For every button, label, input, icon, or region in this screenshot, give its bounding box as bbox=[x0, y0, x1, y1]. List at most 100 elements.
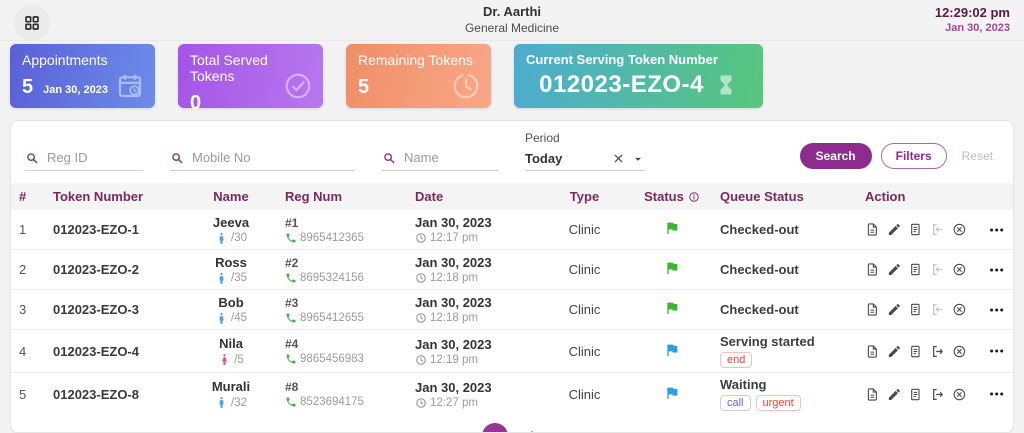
clear-icon[interactable] bbox=[612, 152, 625, 165]
status-flag-icon bbox=[664, 260, 680, 276]
visit-date: Jan 30, 2023 bbox=[415, 379, 492, 395]
more-options-icon[interactable] bbox=[988, 220, 1005, 240]
current-date: Jan 30, 2023 bbox=[945, 22, 1010, 34]
edit-icon[interactable] bbox=[887, 221, 902, 238]
patient-name: Nila bbox=[219, 336, 243, 351]
reg-num: #2 bbox=[285, 255, 299, 270]
search-icon bbox=[170, 151, 184, 165]
reset-button[interactable]: Reset bbox=[956, 148, 999, 164]
patient-age: /32 bbox=[231, 396, 247, 409]
phone-icon bbox=[285, 232, 297, 244]
cancel-icon[interactable] bbox=[952, 343, 967, 360]
top-bar: Dr. Aarthi General Medicine 12:29:02 pm … bbox=[0, 0, 1024, 41]
notes-icon[interactable] bbox=[908, 343, 923, 360]
search-button[interactable]: Search bbox=[799, 143, 872, 169]
visit-time: 12:27 pm bbox=[430, 396, 478, 409]
queue-status: Checked-out bbox=[720, 302, 799, 317]
edit-icon[interactable] bbox=[887, 386, 902, 403]
visit-date: Jan 30, 2023 bbox=[415, 336, 492, 352]
total-served-label: Total Served Tokens bbox=[190, 52, 268, 84]
female-icon bbox=[218, 353, 231, 366]
cancel-icon[interactable] bbox=[952, 261, 967, 278]
period-select[interactable]: Today bbox=[525, 151, 645, 171]
visit-date: Jan 30, 2023 bbox=[415, 255, 492, 270]
more-options-icon[interactable] bbox=[988, 341, 1005, 361]
token-number: 012023-EZO-2 bbox=[45, 249, 185, 290]
more-options-icon[interactable] bbox=[988, 300, 1005, 320]
edit-icon[interactable] bbox=[887, 343, 902, 360]
check-in-icon[interactable] bbox=[930, 261, 945, 278]
period-filter: Period Today bbox=[525, 131, 645, 171]
phone-icon bbox=[285, 353, 297, 365]
report-icon[interactable] bbox=[865, 261, 880, 278]
notes-icon[interactable] bbox=[908, 221, 923, 238]
visit-type: Clinic bbox=[537, 329, 632, 373]
cancel-icon[interactable] bbox=[952, 386, 967, 403]
remaining-tokens-label: Remaining Tokens bbox=[358, 52, 473, 68]
table-row: 1 012023-EZO-1 Jeeva /30 #1 8965412365 J… bbox=[11, 210, 1013, 250]
col-reg: Reg Num bbox=[277, 183, 407, 210]
search-icon bbox=[25, 151, 39, 165]
notes-icon[interactable] bbox=[908, 261, 923, 278]
table-row: 5 012023-EZO-8 Murali /32 #8 8523694175 … bbox=[11, 372, 1013, 415]
page-1-button[interactable]: 1 bbox=[482, 423, 508, 432]
visit-type: Clinic bbox=[537, 289, 632, 330]
row-index: 3 bbox=[11, 289, 45, 330]
cancel-icon[interactable] bbox=[952, 301, 967, 318]
col-date: Date bbox=[407, 183, 537, 210]
report-icon[interactable] bbox=[865, 343, 880, 360]
apps-grid-icon bbox=[23, 14, 41, 32]
visit-type: Clinic bbox=[537, 372, 632, 415]
reg-num: #8 bbox=[285, 380, 299, 394]
patient-age: /30 bbox=[231, 232, 247, 244]
visit-time: 12:18 pm bbox=[430, 312, 478, 324]
check-out-icon[interactable] bbox=[930, 386, 945, 403]
notes-icon[interactable] bbox=[908, 301, 923, 318]
urgent-badge[interactable]: urgent bbox=[755, 395, 801, 411]
end-badge[interactable]: end bbox=[720, 352, 753, 368]
table-row: 3 012023-EZO-3 Bob /45 #3 8965412655 Jan… bbox=[11, 289, 1013, 330]
edit-icon[interactable] bbox=[887, 261, 902, 278]
visit-date: Jan 30, 2023 bbox=[415, 215, 492, 230]
time-icon bbox=[415, 312, 427, 324]
check-out-icon[interactable] bbox=[930, 343, 945, 360]
report-icon[interactable] bbox=[865, 301, 880, 318]
edit-icon[interactable] bbox=[887, 301, 902, 318]
filter-bar: Period Today Search Filters Reset bbox=[11, 121, 1013, 183]
queue-status: Checked-out bbox=[720, 262, 799, 277]
reg-id-input[interactable] bbox=[45, 149, 143, 166]
phone-number: 8695324156 bbox=[300, 271, 364, 284]
report-icon[interactable] bbox=[865, 386, 880, 403]
name-input[interactable] bbox=[402, 149, 498, 166]
row-index: 4 bbox=[11, 329, 45, 373]
call-badge[interactable]: call bbox=[720, 395, 751, 411]
status-flag-icon bbox=[664, 220, 680, 236]
next-page-icon[interactable] bbox=[526, 428, 542, 433]
apps-menu-button[interactable] bbox=[14, 5, 50, 41]
patient-name: Murali bbox=[211, 379, 251, 394]
col-num: # bbox=[11, 183, 45, 210]
col-status: Status bbox=[632, 183, 712, 210]
remaining-tokens-count: 5 bbox=[358, 76, 370, 98]
table-row: 4 012023-EZO-4 Nila /5 #4 9865456983 Jan… bbox=[11, 329, 1013, 373]
phone-number: 9865456983 bbox=[300, 353, 364, 365]
more-options-icon[interactable] bbox=[988, 384, 1005, 404]
more-options-icon[interactable] bbox=[988, 260, 1005, 280]
phone-icon bbox=[285, 312, 297, 324]
current-time: 12:29:02 pm bbox=[934, 5, 1010, 20]
mobile-no-input[interactable] bbox=[190, 149, 355, 166]
queue-status: Waiting bbox=[720, 377, 767, 392]
hourglass-icon bbox=[714, 73, 738, 97]
status-flag-icon bbox=[664, 300, 680, 316]
filters-button[interactable]: Filters bbox=[880, 143, 947, 169]
info-icon[interactable] bbox=[688, 191, 700, 203]
time-icon bbox=[415, 232, 427, 244]
clock-icon bbox=[451, 71, 481, 101]
chevron-down-icon[interactable] bbox=[631, 152, 645, 166]
report-icon[interactable] bbox=[865, 221, 880, 238]
phone-number: 8965412365 bbox=[300, 231, 364, 244]
notes-icon[interactable] bbox=[908, 386, 923, 403]
check-in-icon[interactable] bbox=[930, 221, 945, 238]
check-in-icon[interactable] bbox=[930, 301, 945, 318]
cancel-icon[interactable] bbox=[952, 221, 967, 238]
